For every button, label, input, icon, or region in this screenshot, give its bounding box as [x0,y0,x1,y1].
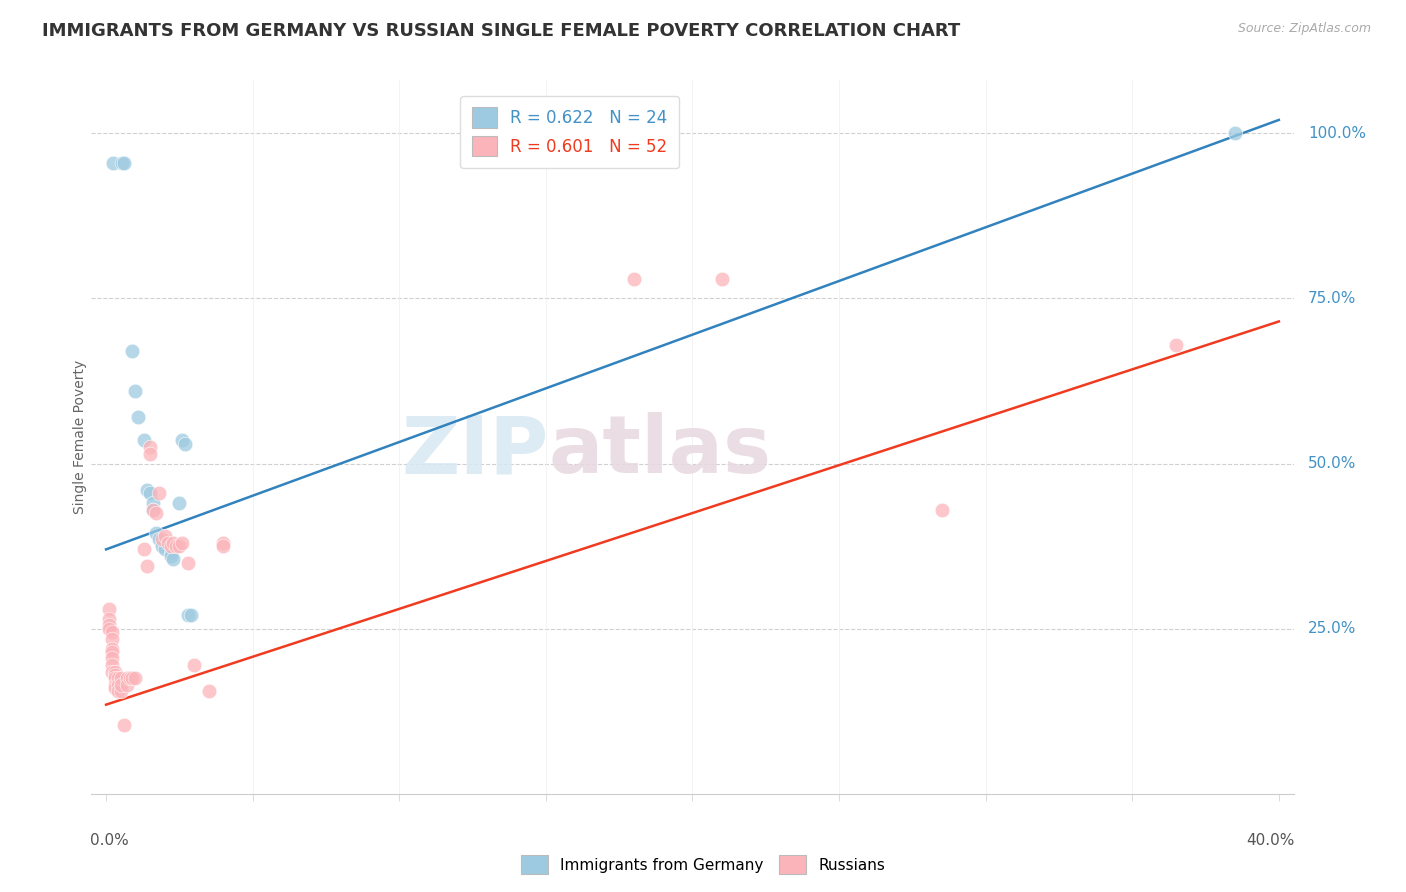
Point [107,678,129,692]
Point [104,671,127,685]
Point [159,549,181,563]
Point [101,665,124,679]
Text: ZIP: ZIP [401,412,548,491]
Point [142,502,165,516]
Point [104,665,127,679]
Point [183,658,205,673]
Point [101,651,124,665]
Point [169,539,191,553]
Point [145,506,167,520]
Point [136,558,159,573]
Point [98,602,121,616]
Point [110,684,132,698]
Point [162,552,184,566]
Point [98,612,121,626]
Point [142,496,165,510]
Point [112,156,135,170]
Text: 50.0%: 50.0% [1308,456,1357,471]
Text: 75.0%: 75.0% [1308,291,1357,306]
Point [1166,337,1188,351]
Point [134,542,156,557]
Y-axis label: Single Female Poverty: Single Female Poverty [73,360,87,514]
Point [101,645,124,659]
Point [101,641,124,656]
Legend: R = 0.622   N = 24, R = 0.601   N = 52: R = 0.622 N = 24, R = 0.601 N = 52 [460,95,679,168]
Point [177,608,200,623]
Point [710,271,733,285]
Point [112,717,135,731]
Point [165,539,187,553]
Point [172,434,194,448]
Point [197,684,219,698]
Point [107,684,129,698]
Point [101,632,124,646]
Legend: Immigrants from Germany, Russians: Immigrants from Germany, Russians [515,849,891,880]
Point [115,671,138,685]
Point [148,533,170,547]
Text: 100.0%: 100.0% [1308,126,1367,141]
Point [177,556,200,570]
Point [139,486,162,500]
Point [103,156,125,170]
Point [136,483,159,497]
Point [104,668,127,682]
Point [142,502,165,516]
Point [111,156,134,170]
Point [150,533,173,547]
Text: IMMIGRANTS FROM GERMANY VS RUSSIAN SINGLE FEMALE POVERTY CORRELATION CHART: IMMIGRANTS FROM GERMANY VS RUSSIAN SINGL… [42,22,960,40]
Point [107,671,129,685]
Point [110,671,132,685]
Point [124,384,146,398]
Point [145,525,167,540]
Point [115,678,138,692]
Point [110,678,132,692]
Point [98,622,121,636]
Point [104,678,127,692]
Text: 40.0%: 40.0% [1246,833,1295,848]
Point [127,410,149,425]
Point [101,658,124,673]
Point [172,536,194,550]
Point [931,502,953,516]
Point [121,671,143,685]
Point [139,440,162,454]
Point [101,625,124,640]
Point [134,434,156,448]
Point [150,539,173,553]
Point [153,542,176,557]
Point [121,344,143,359]
Point [159,546,181,560]
Point [139,447,162,461]
Point [148,486,170,500]
Text: 0.0%: 0.0% [90,833,129,848]
Point [212,539,235,553]
Point [98,618,121,632]
Text: atlas: atlas [548,412,772,491]
Point [162,536,184,550]
Point [212,536,235,550]
Text: 25.0%: 25.0% [1308,621,1357,636]
Point [180,608,202,623]
Point [174,436,197,450]
Point [118,671,141,685]
Point [156,536,179,550]
Point [169,496,191,510]
Point [104,681,127,695]
Point [153,529,176,543]
Point [159,539,181,553]
Text: Source: ZipAtlas.com: Source: ZipAtlas.com [1237,22,1371,36]
Point [623,271,645,285]
Point [124,671,146,685]
Point [1223,126,1246,140]
